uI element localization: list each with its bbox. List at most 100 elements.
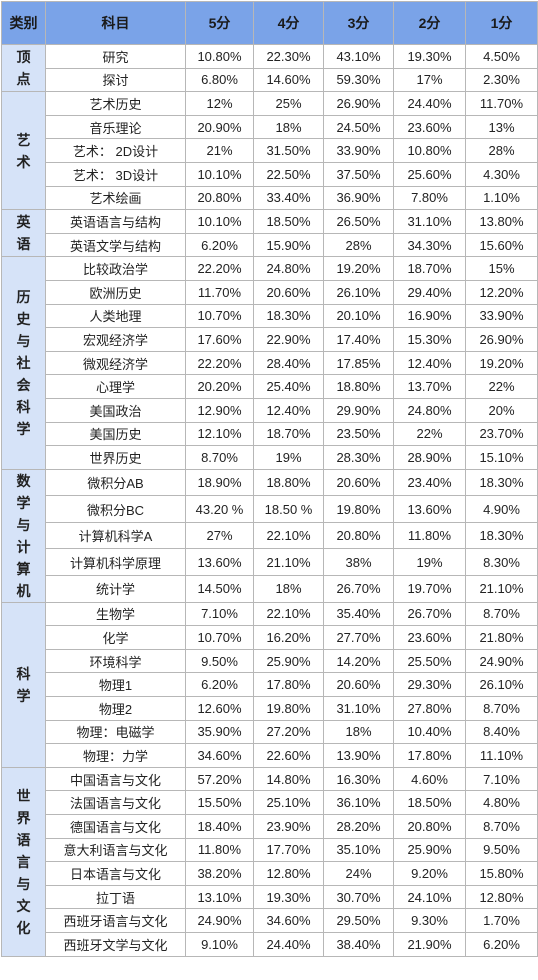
table-row: 英语英语语言与结构 10.10% 18.50% 26.50% 31.10% 13.80% [1, 209, 538, 258]
table-row: 艺术： 3D设计 10.10% 22.50% 37.50% 25.60% 4.30% [2, 161, 538, 187]
score-cell-5: 22.20% [185, 256, 254, 281]
score-cell-5: 9.50% [185, 648, 254, 674]
subject-cell: 欧洲历史 [45, 279, 186, 305]
score-cell-1: 18.30% [465, 521, 538, 550]
score-cell-1: 15.60% [465, 232, 538, 258]
score-cell-4: 18% [253, 575, 324, 603]
table-row: 心理学 20.20% 25.40% 18.80% 13.70% 22% [2, 374, 538, 399]
score-cell-4: 19.30% [253, 884, 324, 910]
score-cell-3: 36.90% [323, 185, 394, 211]
score-cell-1: 22% [465, 374, 538, 399]
score-cell-2: 4.60% [393, 766, 466, 792]
score-cell-4: 18.70% [253, 421, 324, 447]
score-cell-2: 19.70% [393, 575, 466, 603]
score-cell-1: 23.70% [465, 421, 538, 447]
score-cell-1: 12.20% [465, 279, 538, 305]
score-cell-3: 14.20% [323, 648, 394, 674]
score-cell-4: 18.50 % [253, 495, 324, 523]
subject-cell: 西班牙语言与文化 [45, 908, 186, 933]
score-cell-1: 1.70% [465, 908, 538, 933]
score-cell-4: 16.20% [253, 625, 324, 650]
score-cell-3: 36.10% [323, 790, 394, 816]
score-cell-2: 16.90% [393, 303, 466, 329]
score-cell-1: 8.70% [465, 696, 538, 721]
score-cell-4: 22.90% [253, 327, 324, 352]
score-cell-3: 26.50% [323, 209, 394, 234]
table-row: 美国政治 12.90% 12.40% 29.90% 24.80% 20% [2, 397, 538, 423]
score-cell-3: 26.90% [323, 91, 394, 116]
score-cell-5: 13.60% [185, 548, 254, 577]
score-cell-2: 7.80% [393, 185, 466, 211]
score-cell-5: 21% [185, 138, 254, 163]
header-row: 类别 科目 5分 4分 3分 2分 1分 [1, 1, 538, 45]
score-cell-5: 34.60% [185, 743, 254, 768]
score-cell-1: 4.80% [465, 790, 538, 816]
subject-cell: 化学 [45, 625, 186, 650]
score-cell-3: 18.80% [323, 374, 394, 399]
score-cell-5: 6.20% [185, 672, 254, 698]
score-cell-2: 27.80% [393, 696, 466, 721]
score-cell-4: 27.20% [253, 719, 324, 745]
table-row: 计算机科学A 27% 22.10% 20.80% 11.80% 18.30% [2, 521, 538, 550]
score-cell-2: 24.80% [393, 397, 466, 423]
score-cell-5: 18.40% [185, 814, 254, 839]
score-cell-5: 12.60% [185, 696, 254, 721]
table-row: 物理1 6.20% 17.80% 20.60% 29.30% 26.10% [2, 672, 538, 698]
score-cell-3: 31.10% [323, 696, 394, 721]
score-cell-3: 29.90% [323, 397, 394, 423]
subject-cell: 日本语言与文化 [45, 861, 186, 886]
score-cell-3: 19.20% [323, 256, 394, 281]
score-cell-1: 4.50% [465, 44, 538, 69]
subject-cell: 比较政治学 [45, 256, 186, 281]
score-cell-5: 8.70% [185, 445, 254, 470]
header-score-2: 2分 [393, 1, 466, 45]
score-cell-5: 12% [185, 91, 254, 116]
category-cell: 艺术 [1, 91, 46, 211]
score-cell-2: 18.70% [393, 256, 466, 281]
subject-cell: 德国语言与文化 [45, 814, 186, 839]
score-cell-3: 28.20% [323, 814, 394, 839]
category-cell: 数学与计算机 [1, 468, 46, 603]
score-cell-5: 35.90% [185, 719, 254, 745]
score-cell-4: 28.40% [253, 350, 324, 376]
score-cell-2: 15.30% [393, 327, 466, 352]
table-row: 艺术艺术历史 12% 25% 26.90% 24.40% 11.70% [1, 91, 538, 211]
score-cell-1: 33.90% [465, 303, 538, 329]
score-cell-3: 29.50% [323, 908, 394, 933]
subject-cell: 生物学 [45, 601, 186, 627]
header-score-3: 3分 [323, 1, 394, 45]
score-cell-4: 18.30% [253, 303, 324, 329]
score-cell-1: 1.10% [465, 185, 538, 211]
score-cell-3: 24% [323, 861, 394, 886]
table-row: 音乐理论 20.90% 18% 24.50% 23.60% 13% [2, 114, 538, 140]
table-row: 世界语言与文化中国语言与文化 57.20% 14.80% 16.30% 4.60% 7.1… [1, 766, 538, 957]
score-cell-1: 8.70% [465, 814, 538, 839]
score-cell-2: 19% [393, 548, 466, 577]
subject-cell: 计算机科学原理 [45, 548, 186, 577]
score-cell-5: 13.10% [185, 884, 254, 910]
score-cell-1: 21.10% [465, 575, 538, 603]
subject-cell: 音乐理论 [45, 114, 186, 140]
score-cell-3: 43.10% [323, 44, 394, 69]
subject-cell: 中国语言与文化 [45, 766, 186, 792]
score-cell-4: 19% [253, 445, 324, 470]
score-cell-1: 20% [465, 397, 538, 423]
score-cell-1: 15.10% [465, 445, 538, 470]
subject-cell: 英语语言与结构 [45, 209, 186, 234]
score-cell-1: 26.90% [465, 327, 538, 352]
score-cell-4: 14.60% [253, 67, 324, 93]
subject-cell: 微积分AB [45, 468, 186, 497]
score-cell-4: 12.80% [253, 861, 324, 886]
score-cell-3: 26.70% [323, 575, 394, 603]
score-cell-4: 22.10% [253, 521, 324, 550]
table-row: 法国语言与文化 15.50% 25.10% 36.10% 18.50% 4.80% [2, 790, 538, 816]
score-cell-2: 31.10% [393, 209, 466, 234]
score-cell-5: 7.10% [185, 601, 254, 627]
score-cell-3: 27.70% [323, 625, 394, 650]
subject-cell: 心理学 [45, 374, 186, 399]
category-cell: 世界语言与文化 [1, 766, 46, 957]
table-row: 西班牙文学与文化 9.10% 24.40% 38.40% 21.90% 6.20% [2, 932, 538, 957]
score-cell-5: 20.20% [185, 374, 254, 399]
subject-cell: 统计学 [45, 575, 186, 603]
score-cell-2: 13.60% [393, 495, 466, 523]
